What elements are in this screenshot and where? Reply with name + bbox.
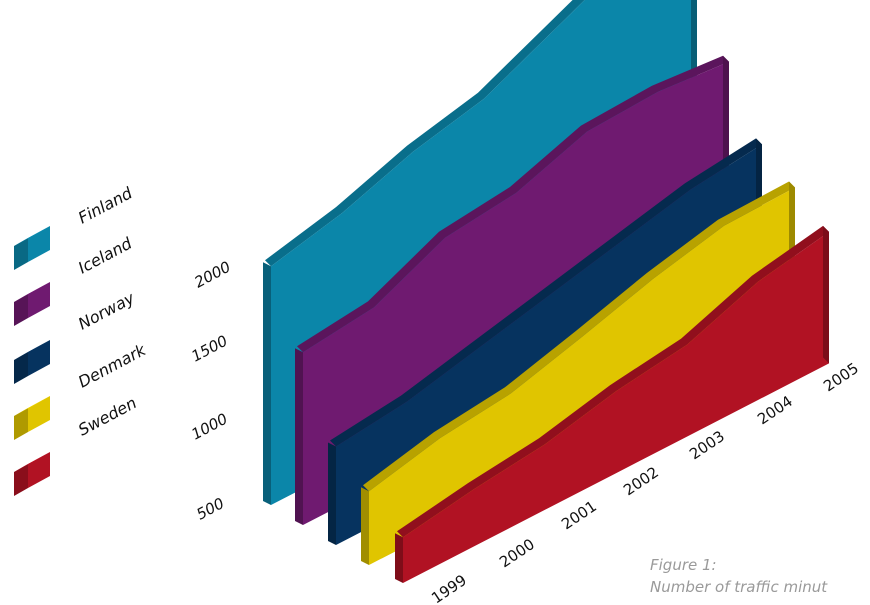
y-tick-label: 2000 (191, 258, 233, 292)
ribbon-red-series (395, 225, 829, 583)
ribbon-end-cap (295, 348, 303, 525)
y-axis-ticks: 500 1000 1500 2000 (188, 258, 233, 524)
legend-label-iceland: Iceland (75, 233, 136, 277)
caption-line2: Number of traffic minut (650, 578, 828, 596)
legend-label-norway: Norway (75, 288, 138, 334)
ribbon-face (403, 231, 829, 583)
legend: Finland Iceland Norway Denmark Sweden (14, 183, 149, 496)
ribbon-face (369, 187, 795, 565)
x-tick-label: 2000 (496, 535, 538, 571)
ribbon-top-edge (297, 55, 729, 353)
legend-swatches (14, 226, 50, 496)
y-tick-label: 1500 (188, 332, 230, 366)
legend-label-denmark: Denmark (75, 340, 149, 392)
legend-label-sweden: Sweden (75, 393, 140, 439)
ribbon-top-edge (330, 138, 762, 447)
ribbon-end-cap (328, 442, 336, 545)
ribbon-end-cap (361, 487, 369, 565)
ribbon-top-edge (265, 0, 585, 267)
ribbon-end-cap (263, 262, 271, 505)
x-tick-label: 2001 (558, 497, 600, 533)
x-tick-label: 2002 (620, 463, 662, 499)
y-tick-label: 500 (193, 494, 227, 523)
ribbon-top-edge (397, 225, 829, 538)
caption-line1: Figure 1: (650, 556, 717, 574)
legend-swatch (14, 340, 50, 384)
figure-caption: Figure 1: Number of traffic minut (650, 556, 828, 596)
legend-swatch (14, 452, 50, 496)
ribbon-top-edge (363, 181, 795, 492)
y-tick-label: 1000 (188, 410, 230, 444)
ribbon-end-cap (395, 533, 403, 583)
legend-label-finland: Finland (75, 183, 136, 228)
x-tick-label: 1999 (428, 571, 470, 605)
ribbons-layer (263, 0, 829, 583)
ribbon-right-cap (823, 225, 829, 364)
legend-swatch (14, 396, 50, 440)
legend-swatch (14, 282, 50, 326)
legend-swatch (14, 226, 50, 270)
